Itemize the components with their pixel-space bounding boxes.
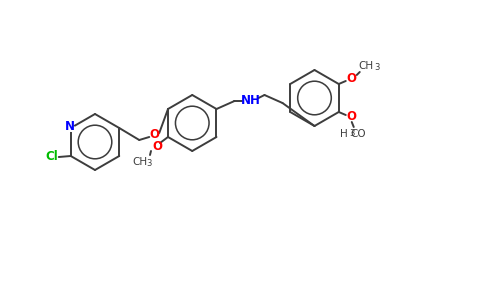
Text: O: O bbox=[347, 73, 357, 85]
Text: O: O bbox=[347, 110, 357, 124]
Text: O: O bbox=[152, 140, 162, 152]
Text: Cl: Cl bbox=[45, 151, 58, 164]
Text: 3: 3 bbox=[349, 130, 354, 139]
Text: 3: 3 bbox=[374, 64, 379, 73]
Text: O: O bbox=[149, 128, 159, 142]
Text: CH: CH bbox=[358, 61, 373, 71]
Text: N: N bbox=[65, 121, 75, 134]
Text: NH: NH bbox=[241, 94, 260, 106]
Text: 3: 3 bbox=[146, 160, 151, 169]
Text: H: H bbox=[340, 129, 348, 139]
Text: CO: CO bbox=[350, 129, 365, 139]
Text: CH: CH bbox=[133, 157, 148, 167]
